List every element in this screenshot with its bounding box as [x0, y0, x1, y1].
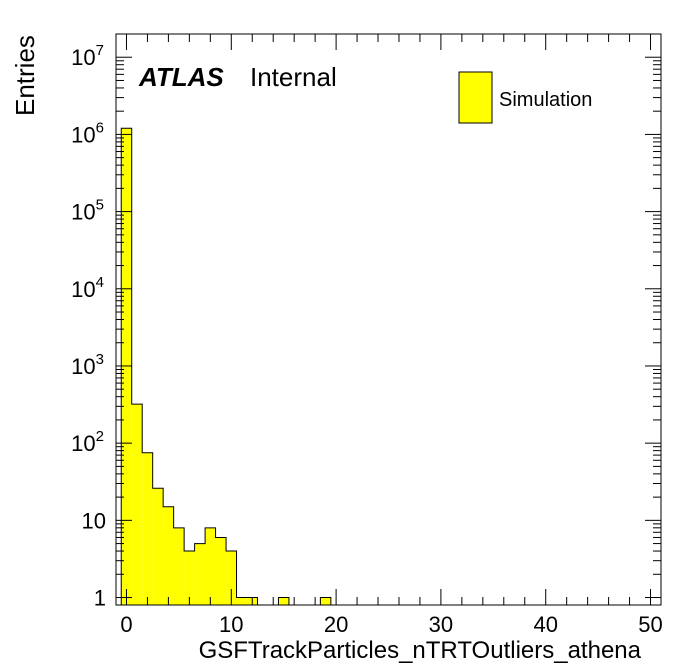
histogram-bin	[205, 527, 216, 605]
x-tick-label: 20	[324, 612, 348, 637]
histogram-bin	[226, 551, 237, 605]
atlas-label: ATLAS Internal	[138, 62, 337, 92]
histogram-bin	[184, 551, 195, 605]
histogram-bin	[131, 404, 143, 605]
histogram-bin	[152, 488, 164, 605]
x-tick-labels: 0 10 20 30 40 50	[120, 612, 662, 637]
histogram-bin	[163, 506, 174, 605]
x-tick-label: 50	[638, 612, 662, 637]
x-tick-label: 10	[219, 612, 243, 637]
histogram-bin	[121, 128, 132, 605]
x-tick-label: 30	[429, 612, 453, 637]
histogram-bin	[215, 537, 227, 605]
histogram-bin	[194, 543, 206, 605]
y-tick-label: 102	[71, 428, 104, 456]
histogram-bin	[278, 597, 289, 605]
y-tick-label: 107	[71, 42, 104, 70]
y-tick-label: 105	[71, 197, 104, 225]
axis-ticks	[116, 33, 661, 605]
y-tick-label: 104	[71, 274, 104, 302]
atlas-status-text: Internal	[250, 62, 337, 92]
x-tick-label: 0	[120, 612, 132, 637]
y-tick-label: 1	[94, 586, 106, 611]
x-tick-label: 40	[533, 612, 557, 637]
x-axis-label: GSFTrackParticles_nTRTOutliers_athena	[199, 637, 642, 664]
plot-frame	[115, 33, 662, 606]
legend: Simulation	[458, 71, 592, 124]
histogram-bin	[320, 597, 331, 605]
y-tick-label: 106	[71, 119, 104, 147]
histogram-bin	[142, 452, 153, 605]
histogram-bin	[236, 597, 248, 605]
y-tick-labels: 1 10 102 103 104 105 106 107	[71, 42, 106, 610]
atlas-bold-text: ATLAS	[138, 62, 224, 92]
legend-label: Simulation	[499, 89, 592, 111]
histogram-bins	[120, 127, 332, 605]
y-tick-label: 10	[82, 508, 106, 533]
legend-swatch	[458, 71, 493, 124]
y-tick-label: 103	[71, 351, 104, 379]
histogram-outline	[120, 127, 332, 605]
y-axis-label: Entries	[10, 35, 40, 116]
histogram-bin	[173, 527, 185, 605]
